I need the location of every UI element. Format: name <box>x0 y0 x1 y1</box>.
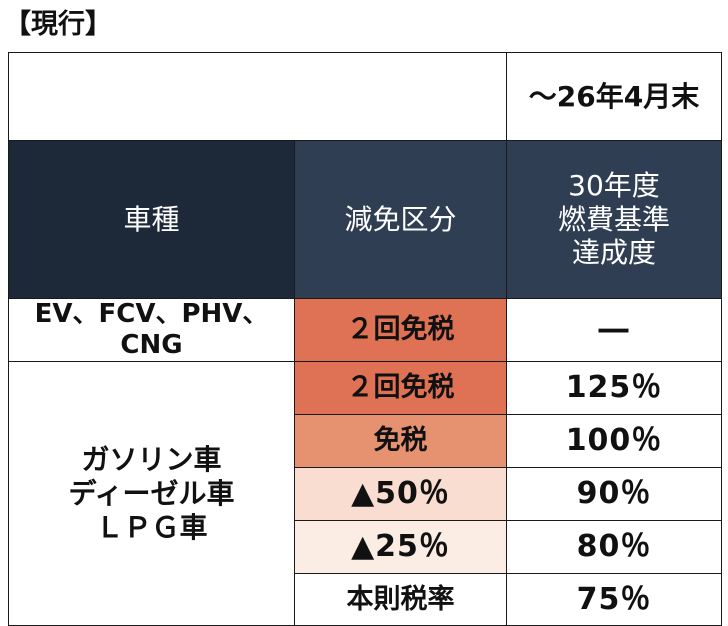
tax-reduction-table: ～26年4月末 車種 減免区分 30年度 燃費基準 達成度 EV、FCV、PHV… <box>8 52 722 626</box>
table-row: ガソリン車 ディーゼル車 ＬＰＧ車 ２回免税 125％ <box>8 361 722 626</box>
vehicle-cell-gasoline: ガソリン車 ディーゼル車 ＬＰＧ車 <box>8 361 295 626</box>
achievement-cell: 100％ <box>506 414 722 469</box>
table-row: 本則税率 75％ <box>9 573 722 626</box>
table-row: ▲50％ 90％ <box>9 467 722 522</box>
vehicle-line: ガソリン車 <box>81 443 222 477</box>
category-header: 減免区分 <box>294 140 507 299</box>
column-header-row: 車種 減免区分 30年度 燃費基準 達成度 <box>8 140 722 299</box>
achievement-header: 30年度 燃費基準 達成度 <box>506 140 722 299</box>
achievement-header-line: 燃費基準 <box>557 202 670 236</box>
category-cell: ２回免税 <box>294 361 507 416</box>
vehicle-cell-ev: EV、FCV、PHV、CNG <box>8 297 295 363</box>
table-row: EV、FCV、PHV、CNG ２回免税 ― <box>8 297 722 363</box>
category-cell: 本則税率 <box>294 573 507 626</box>
period-header-row: ～26年4月末 <box>8 52 722 141</box>
vehicle-line: ＬＰＧ車 <box>95 510 208 544</box>
achievement-cell: ― <box>506 297 722 363</box>
vehicle-line: ディーゼル車 <box>68 477 235 511</box>
page-title: 【現行】 <box>4 9 112 40</box>
table-row: ▲25％ 80％ <box>9 520 722 575</box>
blank-header-cell <box>8 52 507 141</box>
vehicle-header: 車種 <box>8 140 295 299</box>
achievement-cell: 75％ <box>506 573 722 626</box>
achievement-header-line: 30年度 <box>568 169 660 203</box>
achievement-cell: 125％ <box>506 361 722 416</box>
achievement-cell: 80％ <box>506 520 722 575</box>
achievement-header-line: 達成度 <box>571 236 656 270</box>
category-cell: ▲25％ <box>294 520 507 575</box>
achievement-cell: 90％ <box>506 467 722 522</box>
category-cell: 免税 <box>294 414 507 469</box>
period-header: ～26年4月末 <box>506 52 722 141</box>
category-cell: ２回免税 <box>294 297 507 363</box>
category-cell: ▲50％ <box>294 467 507 522</box>
